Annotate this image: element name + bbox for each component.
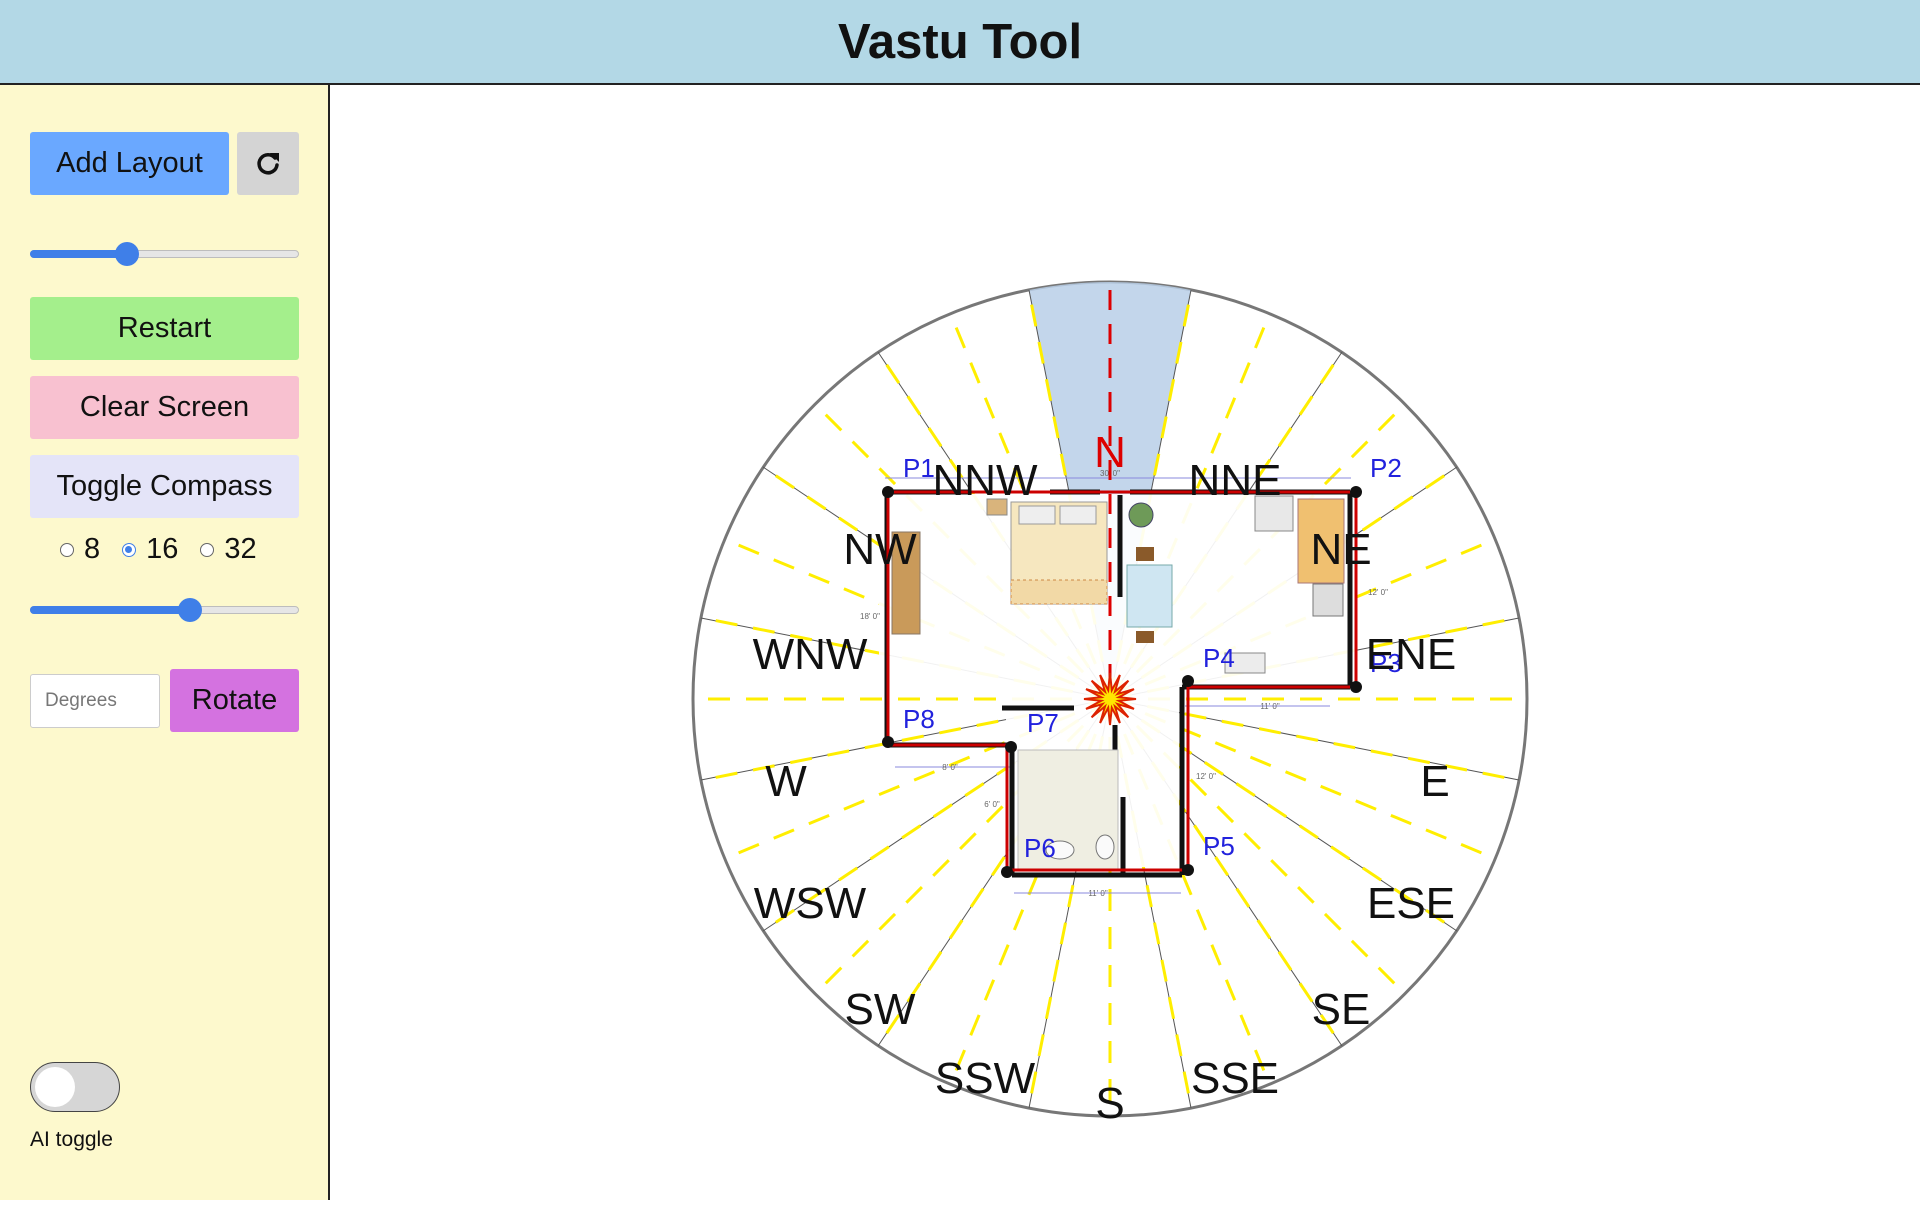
dim-lower-right: 12' 0" bbox=[1196, 772, 1216, 781]
dining-table bbox=[1126, 564, 1173, 628]
chair-2 bbox=[1136, 631, 1154, 643]
dim-lower-left: 6' 0" bbox=[984, 800, 1000, 809]
direction-se: SE bbox=[1312, 985, 1371, 1034]
point-p7[interactable] bbox=[1005, 741, 1017, 753]
point-p3[interactable] bbox=[1350, 681, 1362, 693]
point-label-p2: P2 bbox=[1370, 453, 1402, 483]
point-label-p5: P5 bbox=[1203, 831, 1235, 861]
ray-line bbox=[1109, 697, 1490, 858]
sidebar: Add Layout Restart Clear Screen Toggle C… bbox=[0, 85, 330, 1200]
rotate-button[interactable]: Rotate bbox=[170, 669, 299, 732]
ray-line bbox=[1109, 697, 1452, 929]
fridge bbox=[1254, 495, 1294, 532]
ai-toggle-knob bbox=[35, 1067, 75, 1107]
direction-nne: NNE bbox=[1189, 456, 1282, 505]
refresh-button[interactable] bbox=[237, 132, 299, 195]
point-p2[interactable] bbox=[1350, 486, 1362, 498]
point-p4[interactable] bbox=[1182, 675, 1194, 687]
app-header: Vastu Tool bbox=[0, 0, 1920, 85]
ray-line bbox=[1108, 698, 1269, 1079]
restart-button[interactable]: Restart bbox=[30, 297, 299, 360]
plant-icon bbox=[1128, 502, 1154, 528]
stove bbox=[1312, 583, 1344, 617]
toilet bbox=[1095, 834, 1115, 860]
direction-e: E bbox=[1420, 757, 1449, 806]
point-label-p1: P1 bbox=[903, 453, 935, 483]
direction-wnw: WNW bbox=[753, 630, 868, 679]
ray-line bbox=[1028, 698, 1112, 1102]
size-slider-thumb[interactable] bbox=[178, 598, 203, 622]
size-slider[interactable] bbox=[30, 596, 299, 624]
ray-line bbox=[730, 697, 1111, 858]
direction-sse: SSE bbox=[1191, 1054, 1279, 1103]
sink bbox=[1224, 652, 1266, 674]
direction-sw: SW bbox=[845, 985, 916, 1034]
app-title: Vastu Tool bbox=[837, 14, 1083, 69]
ray-line bbox=[819, 697, 1112, 990]
point-label-p4: P4 bbox=[1203, 643, 1235, 673]
direction-nnw: NNW bbox=[932, 456, 1038, 505]
radio-16[interactable] bbox=[122, 542, 137, 557]
point-p8[interactable] bbox=[882, 736, 894, 748]
add-layout-button[interactable]: Add Layout bbox=[30, 132, 229, 195]
ray-line bbox=[1108, 698, 1340, 1041]
zoom-slider[interactable] bbox=[30, 240, 299, 268]
ray-line bbox=[1108, 698, 1192, 1102]
toggle-compass-button[interactable]: Toggle Compass bbox=[30, 455, 299, 518]
divisions-radio-group: 8 16 32 bbox=[60, 533, 279, 566]
dim-west: 18' 0" bbox=[860, 612, 880, 621]
ray-line bbox=[1108, 697, 1401, 990]
floor-plan[interactable]: 30' 0" 11' 0" 8' 0" 11' 0" 18' 0" 12' 0"… bbox=[860, 453, 1402, 898]
zoom-slider-thumb[interactable] bbox=[114, 242, 139, 266]
point-p5[interactable] bbox=[1182, 864, 1194, 876]
point-label-p3: P3 bbox=[1370, 648, 1402, 678]
point-label-p6: P6 bbox=[1024, 833, 1056, 863]
ray-line bbox=[707, 697, 1111, 781]
radio-32-label: 32 bbox=[224, 533, 257, 565]
point-label-p7: P7 bbox=[1027, 708, 1059, 738]
direction-nw: NW bbox=[843, 525, 917, 574]
washbasin bbox=[1045, 840, 1075, 860]
dim-left: 8' 0" bbox=[942, 763, 958, 772]
ray-line bbox=[768, 697, 1111, 929]
degrees-input[interactable] bbox=[30, 674, 160, 728]
radio-8[interactable] bbox=[60, 542, 74, 557]
compass-canvas[interactable]: 30' 0" 11' 0" 8' 0" 11' 0" 18' 0" 12' 0"… bbox=[330, 85, 1920, 1200]
ai-toggle-label: AI toggle bbox=[30, 1128, 113, 1151]
kitchen-counter bbox=[1297, 498, 1345, 584]
dim-bottom: 11' 0" bbox=[1088, 889, 1108, 898]
ray-line bbox=[951, 698, 1112, 1079]
refresh-icon bbox=[257, 152, 279, 174]
ai-toggle[interactable] bbox=[30, 1062, 120, 1112]
point-label-p8: P8 bbox=[903, 704, 935, 734]
sofa bbox=[891, 531, 921, 635]
direction-s: S bbox=[1095, 1079, 1124, 1128]
dim-mid: 11' 0" bbox=[1260, 702, 1280, 711]
dim-east: 12' 0" bbox=[1368, 588, 1388, 597]
bed bbox=[1010, 501, 1108, 605]
chair bbox=[1136, 547, 1154, 561]
radio-32[interactable] bbox=[200, 542, 215, 557]
nightstand bbox=[986, 498, 1008, 516]
radio-16-label: 16 bbox=[146, 533, 179, 565]
boundary-points[interactable] bbox=[882, 486, 1362, 878]
direction-wsw: WSW bbox=[754, 879, 867, 928]
point-p6[interactable] bbox=[1001, 866, 1013, 878]
clear-screen-button[interactable]: Clear Screen bbox=[30, 376, 299, 439]
ray-line bbox=[1109, 697, 1513, 781]
direction-ese: ESE bbox=[1367, 879, 1455, 928]
point-p1[interactable] bbox=[882, 486, 894, 498]
ray-line bbox=[880, 698, 1112, 1041]
direction-ssw: SSW bbox=[935, 1054, 1036, 1103]
center-starburst-icon bbox=[1083, 672, 1137, 726]
canvas-area[interactable]: 30' 0" 11' 0" 8' 0" 11' 0" 18' 0" 12' 0"… bbox=[330, 85, 1920, 1200]
direction-ene: ENE bbox=[1366, 630, 1456, 679]
direction-w: W bbox=[765, 757, 807, 806]
direction-n: N bbox=[1094, 428, 1126, 477]
radio-8-label: 8 bbox=[84, 533, 101, 565]
direction-ne: NE bbox=[1310, 525, 1371, 574]
